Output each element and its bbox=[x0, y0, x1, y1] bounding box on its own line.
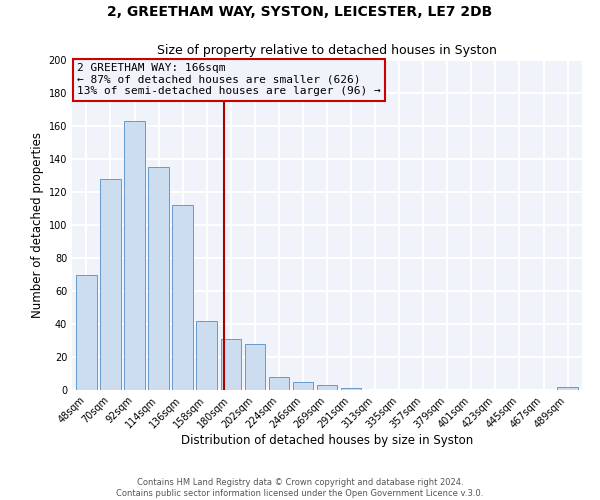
Title: Size of property relative to detached houses in Syston: Size of property relative to detached ho… bbox=[157, 44, 497, 58]
Bar bbox=[172, 205, 193, 390]
Bar bbox=[100, 179, 121, 390]
Y-axis label: Number of detached properties: Number of detached properties bbox=[31, 132, 44, 318]
Bar bbox=[341, 388, 361, 390]
Bar bbox=[148, 167, 169, 390]
Bar bbox=[196, 320, 217, 390]
X-axis label: Distribution of detached houses by size in Syston: Distribution of detached houses by size … bbox=[181, 434, 473, 447]
Bar bbox=[76, 274, 97, 390]
Bar bbox=[245, 344, 265, 390]
Bar bbox=[293, 382, 313, 390]
Bar bbox=[557, 386, 578, 390]
Text: 2, GREETHAM WAY, SYSTON, LEICESTER, LE7 2DB: 2, GREETHAM WAY, SYSTON, LEICESTER, LE7 … bbox=[107, 5, 493, 19]
Bar bbox=[269, 377, 289, 390]
Bar bbox=[221, 339, 241, 390]
Text: Contains HM Land Registry data © Crown copyright and database right 2024.
Contai: Contains HM Land Registry data © Crown c… bbox=[116, 478, 484, 498]
Text: 2 GREETHAM WAY: 166sqm
← 87% of detached houses are smaller (626)
13% of semi-de: 2 GREETHAM WAY: 166sqm ← 87% of detached… bbox=[77, 64, 381, 96]
Bar bbox=[124, 121, 145, 390]
Bar bbox=[317, 385, 337, 390]
